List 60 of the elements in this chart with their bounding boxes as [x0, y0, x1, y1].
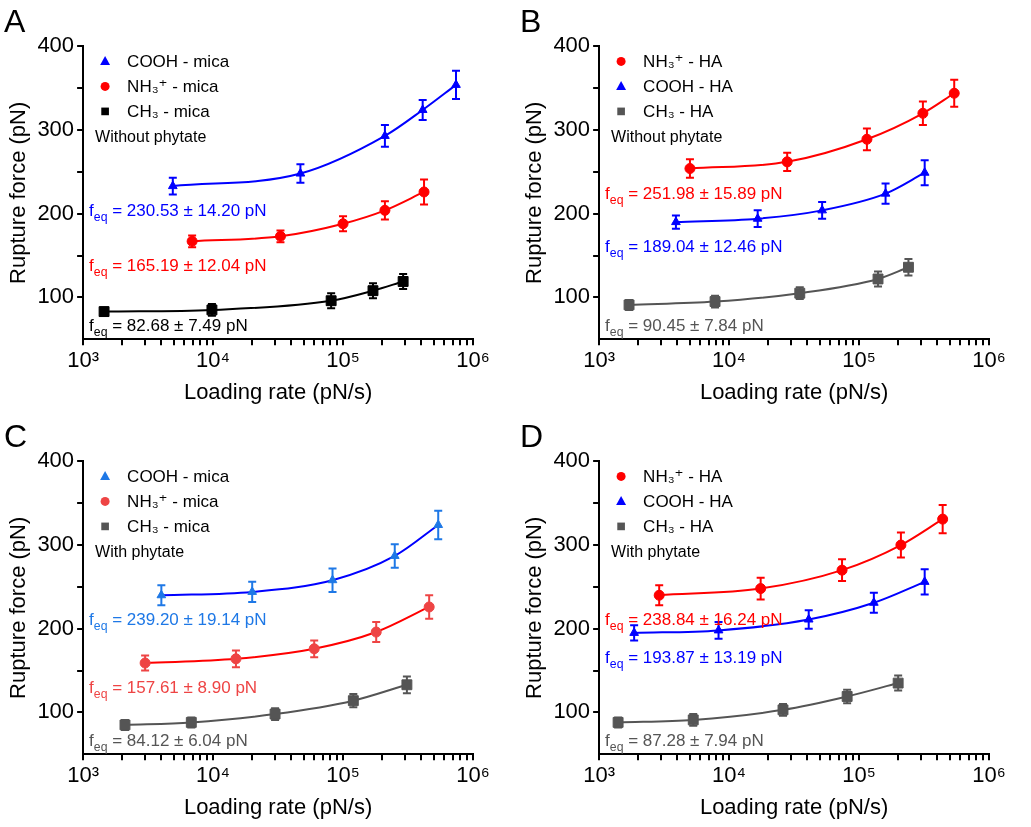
legend-label: COOH - HA — [643, 77, 734, 97]
x-axis-title: Loading rate (pN/s) — [183, 793, 373, 819]
y-tick-label: 400 — [37, 447, 75, 473]
x-tick-label: 10⁶ — [972, 347, 1006, 373]
y-axis-title: Rupture force (pN) — [5, 101, 31, 284]
x-tick-label: 10³ — [583, 347, 615, 373]
y-axis-title: Rupture force (pN) — [521, 101, 547, 284]
annotation: Without phytate — [95, 128, 207, 146]
x-axis-title: Loading rate (pN/s) — [183, 378, 373, 404]
chart-title: D — [520, 418, 544, 455]
chart-title: A — [4, 3, 26, 40]
y-tick-label: 200 — [37, 614, 75, 640]
x-tick-label: 10⁶ — [972, 762, 1006, 788]
y-tick-label: 300 — [37, 116, 75, 142]
x-tick-label: 10⁴ — [196, 347, 231, 373]
y-tick-label: 300 — [553, 531, 591, 557]
legend-label: COOH - mica — [127, 467, 230, 487]
x-tick-label: 10⁶ — [456, 347, 490, 373]
y-axis-title: Rupture force (pN) — [521, 516, 547, 699]
y-tick-label: 300 — [37, 531, 75, 557]
x-tick-label: 10³ — [67, 347, 99, 373]
annotation: Without phytate — [611, 128, 723, 146]
y-tick-label: 100 — [37, 283, 75, 309]
x-axis-title: Loading rate (pN/s) — [699, 793, 889, 819]
annotation: With phytate — [95, 543, 185, 561]
legend-label: NH₃⁺ - HA — [643, 467, 723, 487]
x-tick-label: 10⁴ — [196, 762, 231, 788]
legend-label: COOH - HA — [643, 492, 734, 512]
y-tick-label: 400 — [553, 447, 591, 473]
x-tick-label: 10⁶ — [456, 762, 490, 788]
y-tick-label: 400 — [37, 32, 75, 58]
x-tick-label: 10⁴ — [712, 762, 747, 788]
legend-label: CH₃ - mica — [127, 517, 211, 537]
legend-label: NH₃⁺ - HA — [643, 52, 723, 72]
x-tick-label: 10⁵ — [842, 762, 876, 788]
annotation: With phytate — [611, 543, 701, 561]
x-tick-label: 10⁴ — [712, 347, 747, 373]
y-tick-label: 400 — [553, 32, 591, 58]
chart-title: B — [520, 3, 542, 40]
x-tick-label: 10³ — [67, 762, 99, 788]
legend-label: CH₃ - HA — [643, 102, 714, 122]
y-tick-label: 200 — [553, 614, 591, 640]
y-tick-label: 300 — [553, 116, 591, 142]
chart-title: C — [4, 418, 28, 455]
y-tick-label: 100 — [37, 698, 75, 724]
legend-label: NH₃⁺ - mica — [127, 492, 220, 512]
y-tick-label: 200 — [37, 199, 75, 225]
y-tick-label: 200 — [553, 199, 591, 225]
x-tick-label: 10⁵ — [326, 347, 360, 373]
y-tick-label: 100 — [553, 283, 591, 309]
legend-label: COOH - mica — [127, 52, 230, 72]
x-tick-label: 10⁵ — [842, 347, 876, 373]
x-tick-label: 10⁵ — [326, 762, 360, 788]
x-tick-label: 10³ — [583, 762, 615, 788]
legend-label: NH₃⁺ - mica — [127, 77, 220, 97]
y-tick-label: 100 — [553, 698, 591, 724]
y-axis-title: Rupture force (pN) — [5, 516, 31, 699]
x-axis-title: Loading rate (pN/s) — [699, 378, 889, 404]
legend-label: CH₃ - mica — [127, 102, 211, 122]
legend-label: CH₃ - HA — [643, 517, 714, 537]
